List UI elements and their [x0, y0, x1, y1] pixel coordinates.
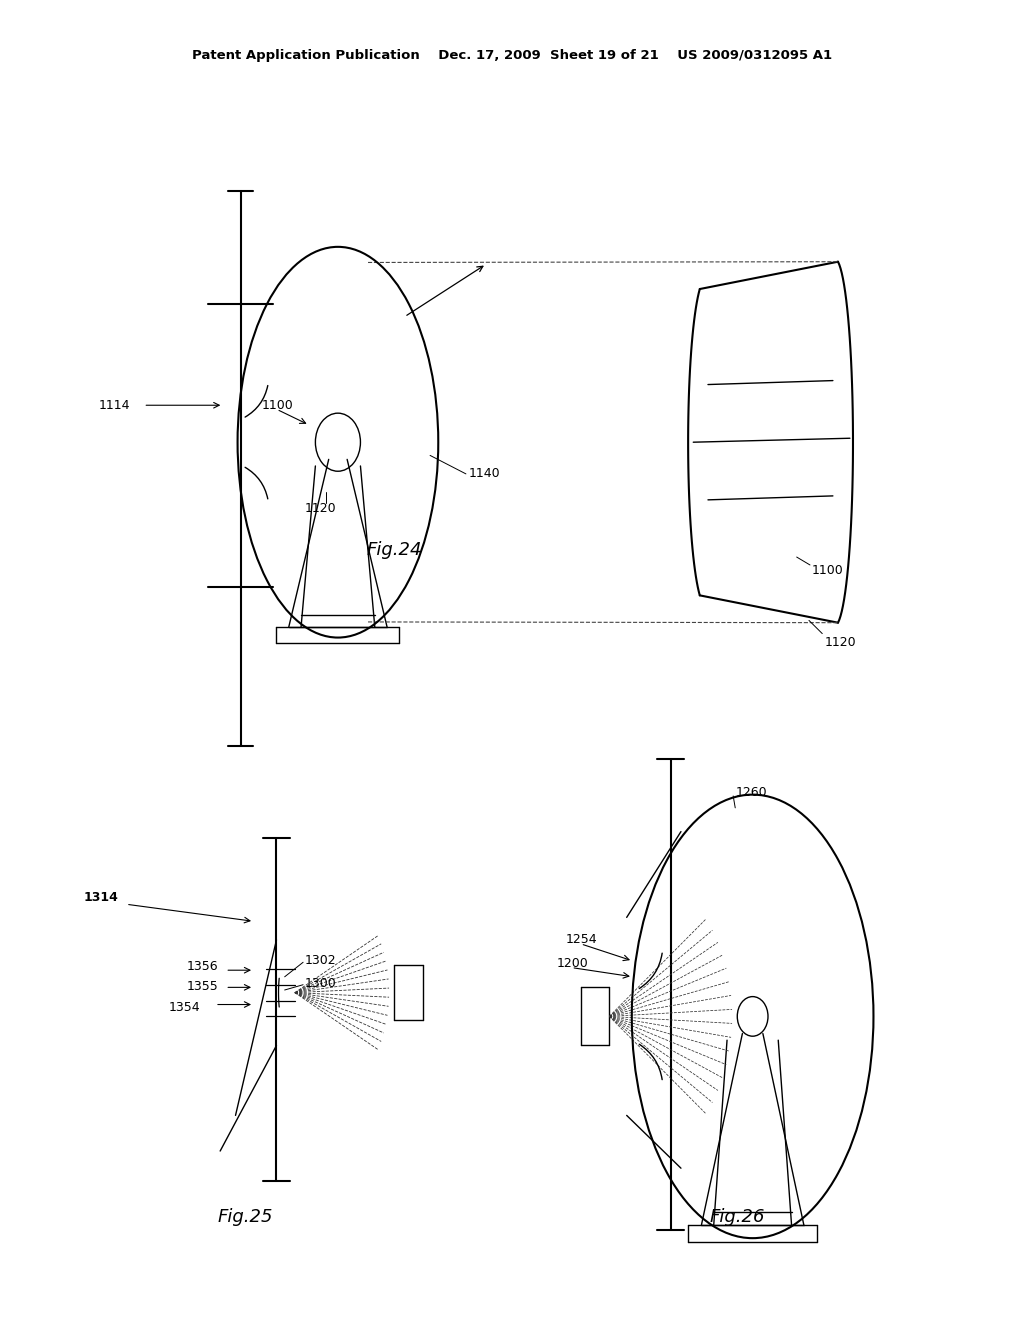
Text: 1355: 1355: [186, 979, 218, 993]
Text: Fig.25: Fig.25: [218, 1208, 273, 1226]
Text: 1314: 1314: [84, 891, 119, 904]
Text: 1200: 1200: [557, 957, 589, 970]
Text: 1100: 1100: [262, 399, 294, 412]
Text: 1356: 1356: [186, 960, 218, 973]
Text: Patent Application Publication    Dec. 17, 2009  Sheet 19 of 21    US 2009/03120: Patent Application Publication Dec. 17, …: [191, 49, 833, 62]
Text: 1354: 1354: [169, 1001, 201, 1014]
Text: 1260: 1260: [735, 785, 767, 799]
Text: 1300: 1300: [305, 977, 337, 990]
Text: 1140: 1140: [469, 467, 501, 480]
Text: 1120: 1120: [824, 636, 856, 649]
Text: Fig.26: Fig.26: [710, 1208, 765, 1226]
Text: 1100: 1100: [812, 564, 844, 577]
Text: 1302: 1302: [305, 954, 337, 968]
Text: Fig.24: Fig.24: [367, 541, 422, 560]
Text: 1114: 1114: [98, 399, 130, 412]
Text: 1120: 1120: [305, 502, 337, 515]
Text: 1254: 1254: [565, 933, 597, 946]
